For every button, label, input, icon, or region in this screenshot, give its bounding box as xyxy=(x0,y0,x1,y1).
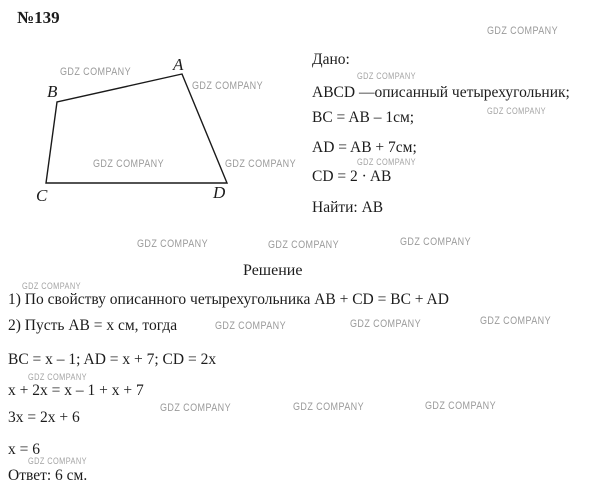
watermark: GDZ COMPANY xyxy=(425,400,496,412)
solution-line: x = 6 xyxy=(8,441,40,458)
watermark: GDZ COMPANY xyxy=(192,80,263,92)
find-line: Найти: AB xyxy=(312,199,384,216)
watermark: GDZ COMPANY xyxy=(93,158,164,170)
vertex-label-a: A xyxy=(173,55,184,74)
solution-heading: Решение xyxy=(243,262,303,279)
watermark: GDZ COMPANY xyxy=(357,71,416,81)
given-line: AD = AB + 7см; xyxy=(312,139,417,156)
watermark: GDZ COMPANY xyxy=(268,239,339,251)
watermark: GDZ COMPANY xyxy=(160,402,231,414)
watermark: GDZ COMPANY xyxy=(357,157,416,167)
watermark: GDZ COMPANY xyxy=(215,320,286,332)
solution-line: 3x = 2x + 6 xyxy=(8,409,80,426)
problem-number: №139 xyxy=(17,8,60,27)
watermark: GDZ COMPANY xyxy=(350,318,421,330)
watermark: GDZ COMPANY xyxy=(137,238,208,250)
watermark: GDZ COMPANY xyxy=(480,315,551,327)
watermark: GDZ COMPANY xyxy=(293,401,364,413)
answer-line: Ответ: 6 см. xyxy=(8,467,88,484)
watermark: GDZ COMPANY xyxy=(400,236,471,248)
given-line: BC = AB – 1см; xyxy=(312,109,415,126)
watermark: GDZ COMPANY xyxy=(487,25,558,37)
vertex-label-c: C xyxy=(36,186,48,205)
solution-line: 1) По свойству описанного четырехугольни… xyxy=(8,291,449,308)
watermark: GDZ COMPANY xyxy=(487,106,546,116)
given-line: CD = 2 · AB xyxy=(312,168,392,185)
solution-line: 2) Пусть AB = x см, тогда xyxy=(8,317,178,334)
watermark: GDZ COMPANY xyxy=(22,281,81,291)
watermark: GDZ COMPANY xyxy=(28,456,87,466)
watermark: GDZ COMPANY xyxy=(225,158,296,170)
watermark: GDZ COMPANY xyxy=(60,66,131,78)
solution-line: x + 2x = x – 1 + x + 7 xyxy=(8,382,144,399)
vertex-label-d: D xyxy=(213,183,226,202)
solution-line: BC = x – 1; AD = x + 7; CD = 2x xyxy=(8,351,217,368)
watermark: GDZ COMPANY xyxy=(28,372,87,382)
vertex-label-b: B xyxy=(47,82,58,101)
given-line: ABCD —описанный четырехугольник; xyxy=(312,84,570,101)
given-heading: Дано: xyxy=(312,51,350,68)
